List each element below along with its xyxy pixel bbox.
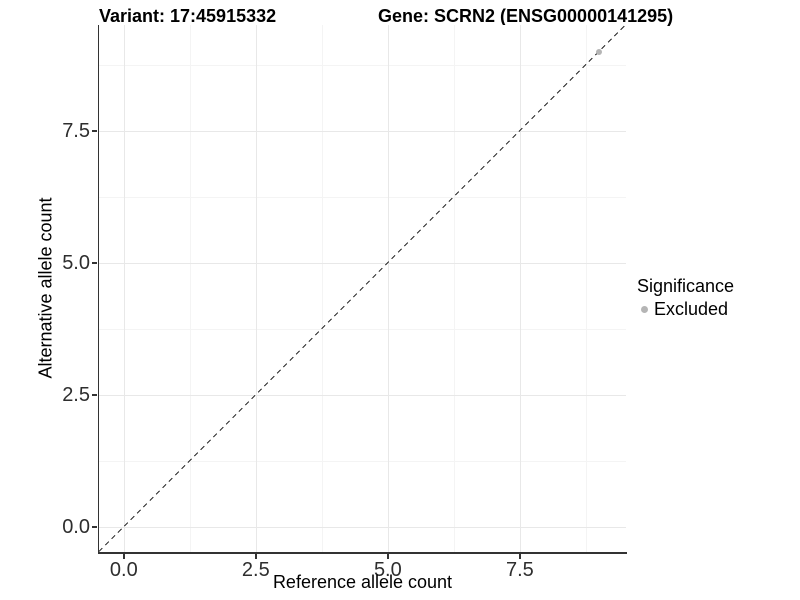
x-tick-mark [387,554,389,559]
x-axis-title: Reference allele count [272,572,453,592]
legend: Significance Excluded [637,276,734,320]
x-tick-mark [519,554,521,559]
y-tick-label: 2.5 [62,384,90,407]
y-major-gridline [99,527,626,529]
y-tick-mark [92,130,97,132]
legend-title: Significance [637,276,735,296]
plot-title-gene: Gene: SCRN2 (ENSG00000141295) [378,6,674,26]
x-minor-gridline [585,25,587,552]
x-tick-mark [123,554,125,559]
x-major-gridline [387,25,389,552]
y-tick-label: 7.5 [62,120,90,143]
y-tick-label: 0.0 [62,516,90,539]
x-major-gridline [123,25,125,552]
data-point [596,48,603,55]
x-major-gridline [519,25,521,552]
plot-panel: 0.0 2.5 5.0 7.5 0.0 2.5 5.0 7.5 [62,24,627,580]
y-minor-gridline [99,461,626,463]
y-axis-line [97,25,99,554]
x-tick-label: 5.0 [373,559,402,581]
x-axis-line [97,552,627,554]
y-major-gridline [99,395,626,397]
x-tick-mark [255,554,257,559]
x-minor-gridline [321,25,323,552]
y-major-gridline [99,131,626,133]
identity-line [98,24,627,553]
legend-point-swatch [641,306,648,313]
x-minor-gridline [189,25,191,552]
x-minor-gridline [453,25,455,552]
legend-entry: Excluded [637,299,734,320]
x-tick-label: 0.0 [109,559,138,581]
y-minor-gridline [99,329,626,331]
y-tick-mark [92,262,97,264]
y-tick-mark [92,394,97,396]
y-axis-title: Alternative allele count [35,197,56,379]
x-major-gridline [255,25,257,552]
x-tick-label: 2.5 [241,559,270,581]
plot-title-variant: Variant: 17:45915332 [99,6,277,26]
y-tick-label: 5.0 [62,252,90,275]
y-minor-gridline [99,65,626,67]
y-major-gridline [99,263,626,265]
legend-entry-label: Excluded [654,299,729,319]
y-tick-mark [92,526,97,528]
x-tick-label: 7.5 [505,559,534,581]
y-minor-gridline [99,197,626,199]
